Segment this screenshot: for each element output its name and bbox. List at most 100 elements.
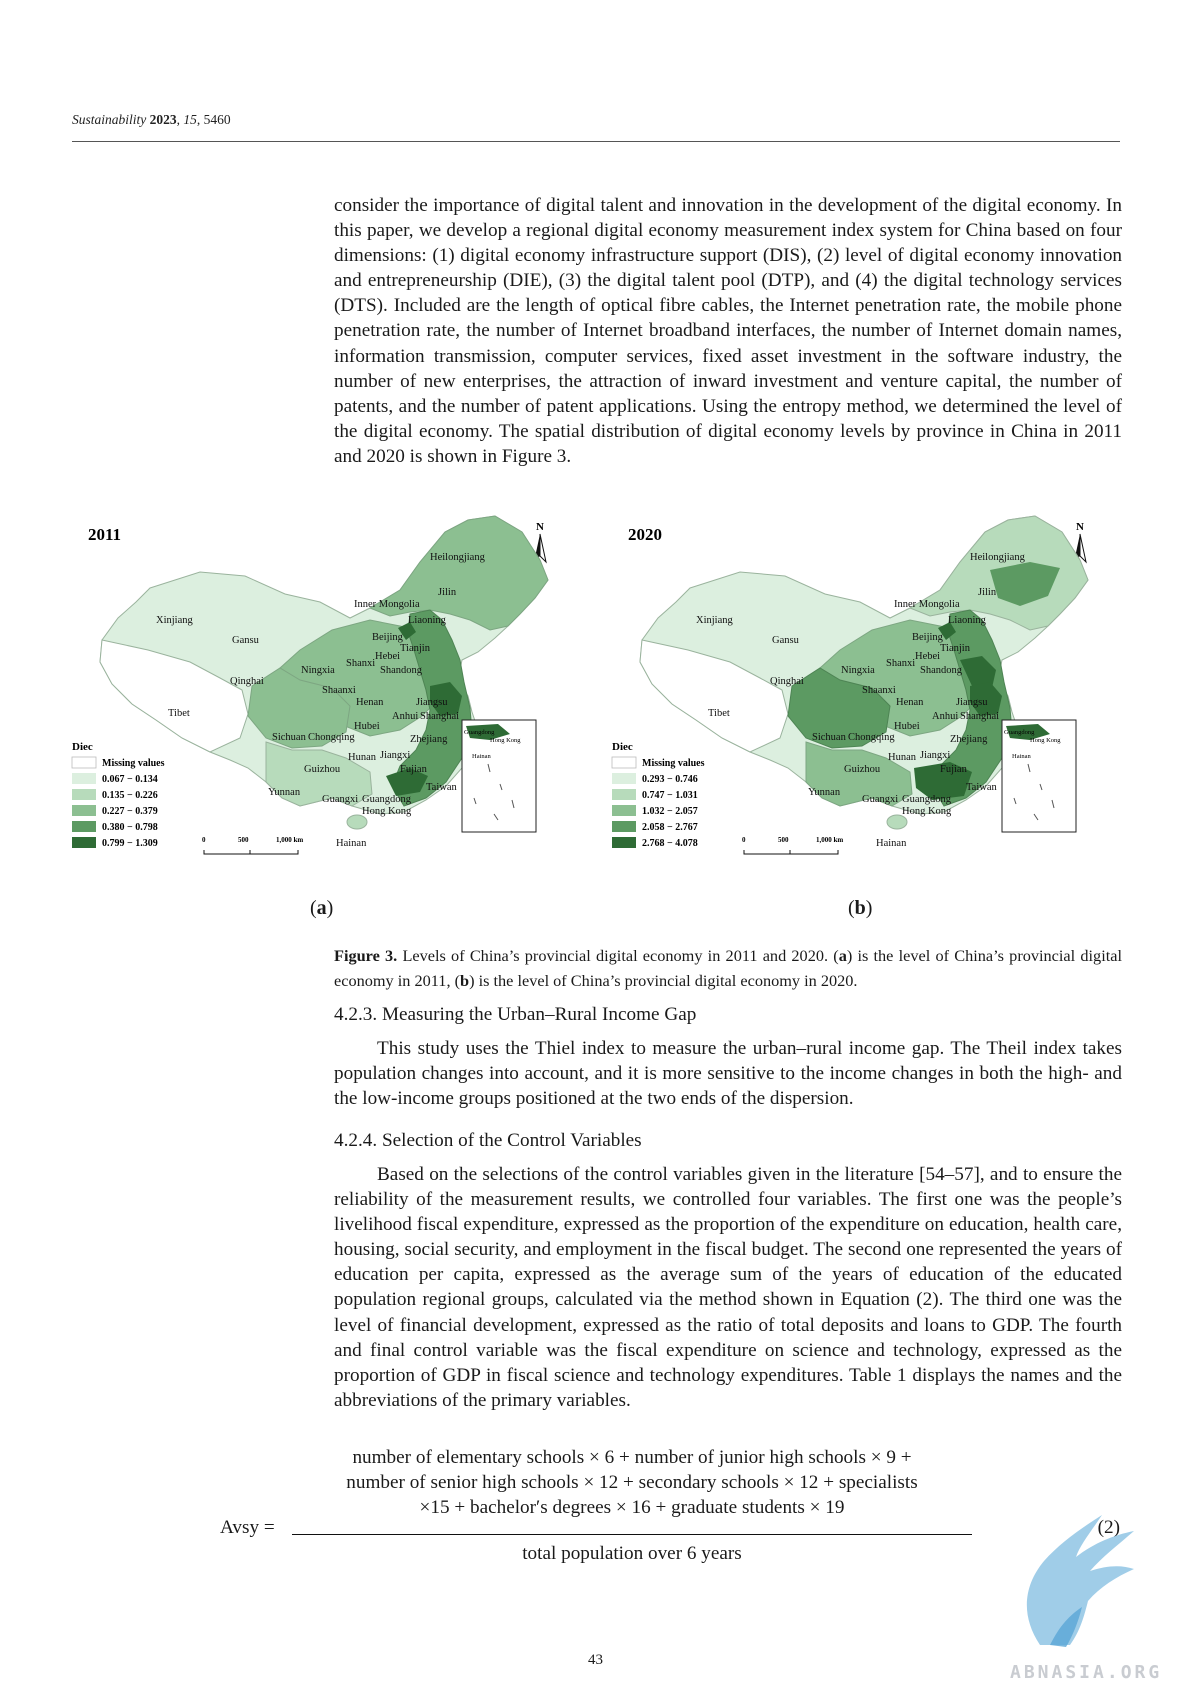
svg-text:Gansu: Gansu (772, 635, 800, 646)
equation-denominator: total population over 6 years (522, 1543, 742, 1564)
svg-text:Guizhou: Guizhou (844, 764, 881, 775)
svg-text:Henan: Henan (356, 697, 384, 708)
map-2020-year: 2020 (628, 525, 662, 544)
svg-text:Guizhou: Guizhou (304, 764, 341, 775)
section-4-2-3-paragraph: This study uses the Thiel index to measu… (334, 1038, 1122, 1110)
panel-label-b: (b) (848, 897, 873, 919)
svg-text:Beijing: Beijing (372, 632, 404, 643)
svg-text:Guangdong: Guangdong (362, 794, 412, 805)
svg-text:Fujian: Fujian (940, 764, 968, 775)
svg-text:2.058 − 2.767: 2.058 − 2.767 (642, 822, 698, 833)
section-heading-4-2-3: 4.2.3. Measuring the Urban–Rural Income … (334, 1004, 697, 1025)
svg-text:Liaoning: Liaoning (408, 615, 447, 626)
svg-text:Guangdong: Guangdong (1004, 729, 1035, 736)
svg-text:Taiwan: Taiwan (426, 782, 458, 793)
watermark-logo-icon (1026, 1515, 1134, 1647)
svg-text:Hong Kong: Hong Kong (490, 737, 521, 744)
map-2011-year: 2011 (88, 525, 121, 544)
svg-text:Ningxia: Ningxia (301, 665, 335, 676)
journal-name: Sustainability (72, 112, 147, 127)
svg-text:Shanxi: Shanxi (346, 658, 375, 669)
svg-text:Hebei: Hebei (375, 651, 400, 662)
svg-text:Fujian: Fujian (400, 764, 428, 775)
svg-text:Xinjiang: Xinjiang (156, 615, 193, 626)
figure-caption: Figure 3. Levels of China’s provincial d… (334, 946, 1122, 990)
section-heading-4-2-4: 4.2.4. Selection of the Control Variable… (334, 1130, 642, 1151)
svg-text:Yunnan: Yunnan (268, 787, 301, 798)
svg-text:0.747 − 1.031: 0.747 − 1.031 (642, 790, 698, 801)
journal-year: 2023 (149, 112, 177, 127)
header-rule (72, 141, 1120, 142)
running-header: Sustainability 2023, 15, 5460 (72, 112, 231, 127)
svg-text:Tianjin: Tianjin (940, 643, 971, 654)
svg-text:500: 500 (778, 836, 789, 844)
svg-text:Tianjin: Tianjin (400, 643, 431, 654)
equation-2: Avsy = number of elementary schools × 6 … (220, 1447, 1120, 1564)
fraction-bar (292, 1534, 972, 1535)
svg-text:Guangdong: Guangdong (902, 794, 952, 805)
svg-text:Hong Kong: Hong Kong (362, 806, 412, 817)
svg-text:1.032 − 2.057: 1.032 − 2.057 (642, 806, 698, 817)
svg-text:Heilongjiang: Heilongjiang (970, 552, 1026, 563)
svg-text:1,000 km: 1,000 km (276, 836, 303, 844)
svg-text:Liaoning: Liaoning (948, 615, 987, 626)
svg-text:Chongqing: Chongqing (308, 732, 355, 743)
svg-text:Jilin: Jilin (438, 587, 457, 598)
svg-text:0.799 − 1.309: 0.799 − 1.309 (102, 838, 158, 849)
section-4-2-4-paragraph: Based on the selections of the control v… (334, 1164, 1123, 1411)
svg-text:Shandong: Shandong (380, 665, 423, 676)
svg-text:Jiangxi: Jiangxi (920, 750, 950, 761)
svg-text:Guangxi: Guangxi (862, 794, 898, 805)
svg-text:Qinghai: Qinghai (770, 676, 804, 687)
svg-text:Jilin: Jilin (978, 587, 997, 598)
svg-text:Henan: Henan (896, 697, 924, 708)
equation-numerator-line-2: number of senior high schools × 12 + sec… (346, 1472, 918, 1493)
svg-text:1,000 km: 1,000 km (816, 836, 843, 844)
svg-text:Shaanxi: Shaanxi (322, 685, 356, 696)
watermark-text: ABNASIA.ORG (1010, 1662, 1163, 1683)
map-2020-scale-bar: 0 500 1,000 km (742, 836, 843, 855)
svg-text:Hainan: Hainan (1012, 753, 1032, 760)
svg-text:Hubei: Hubei (894, 721, 920, 732)
svg-text:Shanxi: Shanxi (886, 658, 915, 669)
page-number: 43 (588, 1652, 603, 1668)
svg-text:0.227 − 0.379: 0.227 − 0.379 (102, 806, 158, 817)
svg-text:Hainan: Hainan (336, 838, 367, 849)
svg-text:Inner Mongolia: Inner Mongolia (354, 599, 420, 610)
svg-text:Taiwan: Taiwan (966, 782, 998, 793)
svg-text:Missing values: Missing values (102, 758, 165, 769)
svg-text:Anhui: Anhui (932, 711, 958, 722)
journal-volume: 15 (183, 112, 197, 127)
svg-text:Missing values: Missing values (642, 758, 705, 769)
svg-text:Shanghai: Shanghai (420, 711, 459, 722)
svg-text:Hebei: Hebei (915, 651, 940, 662)
equation-numerator-line-1: number of elementary schools × 6 + numbe… (352, 1447, 912, 1468)
svg-text:Diec: Diec (72, 741, 93, 753)
map-2011: 2011 N Heilongjian (71, 515, 549, 855)
svg-text:Tibet: Tibet (168, 708, 190, 719)
svg-text:0: 0 (742, 836, 746, 844)
svg-text:Beijing: Beijing (912, 632, 944, 643)
svg-text:Gansu: Gansu (232, 635, 260, 646)
svg-text:Hubei: Hubei (354, 721, 380, 732)
svg-text:Chongqing: Chongqing (848, 732, 895, 743)
svg-text:0.293 − 0.746: 0.293 − 0.746 (642, 774, 698, 785)
svg-text:N: N (536, 521, 544, 533)
svg-text:0: 0 (202, 836, 206, 844)
svg-text:Guangxi: Guangxi (322, 794, 358, 805)
svg-text:Xinjiang: Xinjiang (696, 615, 733, 626)
svg-text:500: 500 (238, 836, 249, 844)
article-number: 5460 (203, 112, 231, 127)
svg-text:Shanghai: Shanghai (960, 711, 999, 722)
svg-text:Heilongjiang: Heilongjiang (430, 552, 486, 563)
intro-paragraph: consider the importance of digital talen… (334, 195, 1123, 467)
panel-label-a: (a) (310, 897, 334, 919)
svg-text:Sichuan: Sichuan (272, 732, 307, 743)
svg-text:Tibet: Tibet (708, 708, 730, 719)
svg-text:Hong Kong: Hong Kong (902, 806, 952, 817)
svg-text:Zhejiang: Zhejiang (950, 734, 988, 745)
svg-text:N: N (1076, 521, 1084, 533)
svg-text:Hunan: Hunan (888, 752, 917, 763)
svg-text:Shaanxi: Shaanxi (862, 685, 896, 696)
equation-number: (2) (1097, 1517, 1120, 1538)
